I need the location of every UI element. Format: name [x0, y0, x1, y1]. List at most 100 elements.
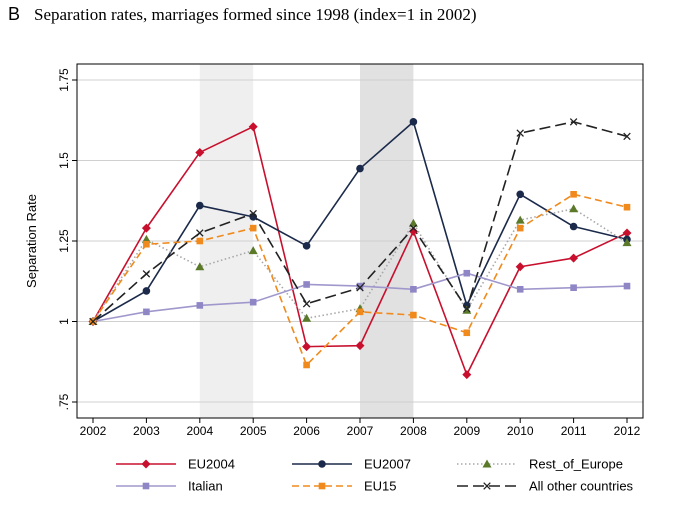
x-marker-stroke [142, 270, 151, 278]
x-marker-stroke [196, 229, 204, 237]
chart-title: Separation rates, marriages formed since… [34, 5, 477, 24]
legend-item-eu2007: EU2007 [292, 457, 411, 472]
data-point-eu15 [463, 329, 471, 337]
data-point-all-other-countries [142, 270, 151, 278]
x-marker-stroke [302, 300, 311, 308]
y-axis-title: Separation Rate [24, 194, 39, 288]
data-point-rest-of-europe [248, 246, 258, 255]
data-point-all-other-countries [463, 304, 471, 313]
legend-label: Rest_of_Europe [529, 457, 623, 472]
legend-label: All other countries [529, 479, 634, 494]
y-tick-label: 1.25 [57, 229, 71, 253]
x-tick-label: 2008 [400, 424, 427, 438]
data-point-eu15 [356, 308, 364, 316]
series-markers-all-other-countries [89, 118, 631, 326]
data-point-all-other-countries [516, 129, 524, 137]
data-point-eu2007 [142, 287, 151, 295]
data-point-all-other-countries [569, 118, 578, 126]
y-tick-label: 1.5 [57, 152, 71, 169]
data-point-eu15 [570, 191, 577, 198]
y-tick-label: 1.75 [57, 68, 71, 92]
y-axis: .75 1 1.25 1.5 1.75 [57, 68, 77, 410]
data-point-eu15 [143, 240, 150, 248]
legend-item-rest-of-europe: Rest_of_Europe [457, 457, 623, 472]
data-point-italian [516, 286, 524, 293]
legend-item-italian: Italian [116, 479, 223, 494]
data-point-italian [196, 302, 204, 309]
y-tick-label: .75 [57, 393, 71, 410]
data-point-eu2004 [195, 147, 205, 157]
x-marker-stroke [356, 283, 364, 292]
data-point-italian [463, 269, 471, 277]
data-point-eu2007 [409, 118, 418, 126]
y-tick-label: 1 [57, 318, 71, 325]
legend: EU2004 EU2007 Rest_of_Europe Italian EU15 All… [116, 457, 634, 494]
legend-label: EU2007 [364, 457, 411, 472]
x-tick-label: 2005 [240, 424, 267, 438]
x-tick-label: 2010 [507, 424, 534, 438]
data-point-all-other-countries [356, 283, 364, 292]
data-point-all-other-countries [89, 317, 97, 326]
data-point-all-other-countries [249, 209, 257, 218]
x-marker-stroke [516, 129, 524, 137]
x-tick-label: 2012 [614, 424, 641, 438]
data-point-eu2007 [302, 242, 311, 250]
data-point-eu2007 [356, 164, 364, 173]
x-marker-stroke [623, 132, 631, 141]
legend-label: EU15 [364, 479, 397, 494]
x-marker-stroke [569, 118, 578, 126]
panel-label: B [8, 4, 21, 24]
data-point-eu2007 [196, 201, 204, 210]
data-point-eu15 [196, 237, 204, 245]
data-point-all-other-countries [409, 224, 418, 232]
data-point-eu15 [516, 224, 524, 232]
data-point-eu2004 [622, 228, 632, 238]
data-point-rest-of-europe [622, 238, 632, 247]
data-point-eu15 [303, 361, 310, 369]
data-point-italian [303, 281, 310, 288]
x-marker-stroke [483, 482, 491, 490]
data-point-rest-of-europe [302, 313, 312, 322]
legend-swatch-marker [141, 459, 151, 469]
data-point-eu2004 [355, 341, 365, 351]
x-axis: 2002 2003 2004 2005 2006 2007 2008 2009 2010 2011… [80, 418, 641, 438]
x-tick-label: 2002 [80, 424, 107, 438]
x-marker-stroke [249, 209, 257, 218]
data-point-eu2007 [569, 222, 578, 231]
x-marker-stroke [89, 317, 97, 326]
x-tick-label: 2006 [293, 424, 320, 438]
data-point-eu2004 [515, 262, 525, 272]
data-point-eu15 [410, 311, 417, 319]
x-tick-label: 2003 [133, 424, 160, 438]
legend-swatch-marker [483, 482, 491, 490]
data-point-eu2004 [462, 370, 472, 380]
data-point-eu2004 [248, 122, 258, 132]
data-point-italian [410, 286, 417, 293]
legend-item-eu2004: EU2004 [116, 457, 235, 472]
series-markers-eu2007 [89, 118, 631, 326]
legend-swatch-marker [482, 459, 492, 468]
x-tick-label: 2004 [186, 424, 213, 438]
data-point-rest-of-europe [408, 218, 418, 227]
data-point-all-other-countries [623, 132, 631, 141]
data-point-italian [570, 284, 577, 291]
x-marker-stroke [409, 224, 418, 232]
legend-swatch-marker [142, 482, 150, 490]
data-point-eu2004 [569, 253, 579, 263]
data-point-all-other-countries [302, 300, 311, 308]
data-point-italian [249, 298, 257, 306]
data-point-rest-of-europe [515, 215, 525, 224]
data-point-rest-of-europe [141, 234, 151, 243]
legend-swatch-marker [318, 460, 326, 468]
legend-item-all-other-countries: All other countries [457, 479, 634, 494]
data-point-italian [143, 308, 150, 316]
legend-label: EU2004 [188, 457, 235, 472]
legend-item-eu15: EU15 [292, 479, 397, 494]
series-markers-eu2004 [88, 122, 632, 380]
data-point-eu15 [249, 224, 257, 232]
data-point-rest-of-europe [195, 262, 205, 271]
data-point-all-other-countries [196, 229, 204, 237]
legend-label: Italian [188, 479, 223, 494]
data-point-eu2004 [408, 226, 418, 236]
